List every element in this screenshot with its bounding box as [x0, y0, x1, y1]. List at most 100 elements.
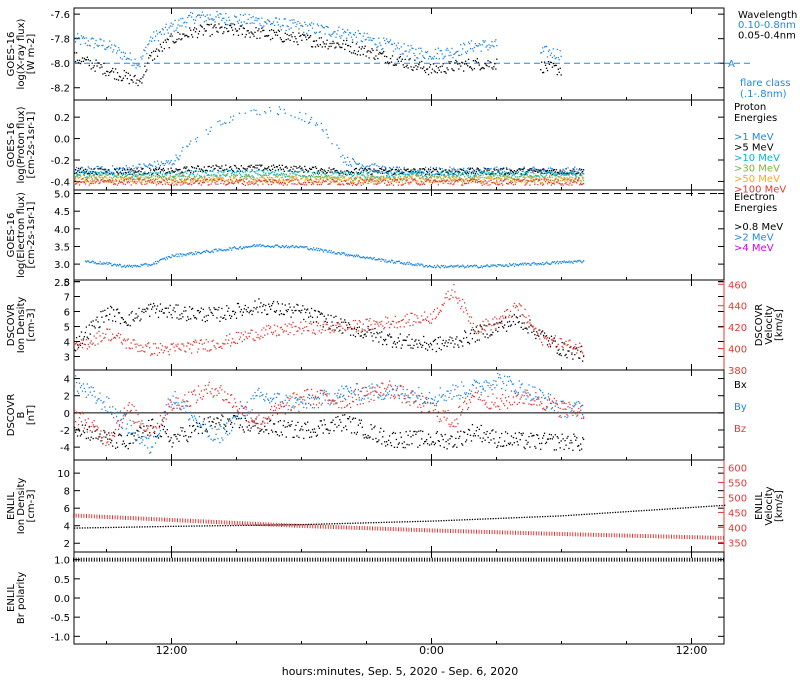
data-point — [134, 171, 136, 173]
data-point — [545, 179, 548, 181]
data-point — [316, 23, 319, 25]
data-point — [180, 175, 182, 178]
data-point — [330, 35, 332, 37]
data-point — [350, 176, 353, 178]
data-point — [180, 317, 182, 320]
data-point — [223, 178, 225, 180]
data-point — [520, 174, 522, 176]
data-point — [444, 265, 446, 267]
data-point — [411, 178, 413, 180]
data-point — [318, 176, 321, 178]
data-point — [124, 171, 126, 174]
data-point — [430, 171, 433, 174]
data-point — [392, 342, 395, 344]
data-point — [426, 170, 429, 173]
data-point — [278, 164, 281, 166]
data-point — [233, 313, 236, 315]
data-point — [337, 42, 339, 44]
data-point — [434, 267, 437, 269]
data-point — [200, 175, 203, 177]
data-point — [86, 336, 88, 338]
data-point — [480, 179, 482, 182]
data-point — [144, 171, 146, 173]
data-point — [547, 181, 550, 183]
data-point — [539, 178, 541, 180]
data-point — [253, 183, 255, 185]
data-point — [290, 27, 292, 29]
data-point — [108, 319, 110, 321]
data-point — [307, 177, 309, 179]
data-point — [87, 181, 89, 183]
data-point — [270, 29, 273, 31]
data-point — [560, 177, 562, 179]
legend-entry: >100 MeV — [734, 185, 786, 196]
data-point — [339, 46, 341, 48]
data-point — [501, 265, 503, 267]
data-point — [253, 22, 255, 24]
data-point — [149, 181, 151, 183]
data-point — [476, 181, 478, 184]
data-point — [378, 165, 380, 168]
data-point — [118, 172, 121, 174]
data-point — [82, 174, 85, 176]
data-point — [126, 181, 128, 183]
legend-entry: >1 MeV — [734, 132, 774, 143]
data-point — [293, 306, 295, 308]
data-point — [295, 176, 297, 178]
data-point — [215, 26, 217, 29]
data-point — [285, 165, 287, 168]
data-point — [235, 167, 238, 169]
data-point — [464, 170, 467, 173]
data-point — [356, 173, 359, 175]
data-point — [431, 57, 434, 59]
data-point — [230, 315, 233, 317]
data-point — [438, 167, 440, 169]
data-point — [510, 264, 513, 266]
data-point — [226, 27, 228, 30]
data-point — [531, 181, 533, 183]
data-point — [560, 184, 562, 186]
data-point — [125, 265, 128, 268]
data-point — [186, 166, 188, 168]
data-point — [454, 52, 456, 55]
data-point — [446, 178, 448, 181]
data-point — [103, 62, 105, 65]
data-point — [122, 172, 125, 174]
data-point — [295, 25, 297, 28]
data-point — [121, 265, 124, 268]
data-point — [156, 262, 158, 265]
data-point — [329, 328, 331, 330]
data-point — [250, 16, 252, 19]
data-point — [193, 252, 195, 255]
data-point — [518, 263, 521, 266]
data-point — [407, 173, 409, 175]
data-point — [79, 344, 82, 347]
data-point — [249, 246, 251, 248]
data-point — [251, 170, 253, 172]
data-point — [147, 177, 149, 179]
data-point — [308, 29, 310, 32]
data-point — [443, 176, 445, 178]
data-point — [567, 261, 569, 263]
data-point — [433, 55, 436, 58]
data-point — [83, 174, 86, 176]
data-point — [528, 169, 530, 172]
data-point — [158, 176, 161, 178]
data-point — [105, 180, 107, 182]
data-point — [135, 313, 137, 315]
legend-entry: >0.8 MeV — [734, 222, 783, 233]
data-point — [547, 167, 550, 169]
panel-frame — [73, 7, 725, 101]
data-point — [467, 180, 470, 182]
data-point — [265, 181, 267, 184]
data-point — [114, 320, 117, 323]
data-point — [271, 37, 274, 40]
data-point — [157, 182, 160, 185]
data-point — [392, 50, 395, 52]
data-point — [468, 170, 471, 173]
y-tick-label: -7.8 — [50, 35, 70, 46]
data-point — [355, 328, 358, 331]
data-point — [477, 45, 479, 47]
data-point — [244, 184, 246, 186]
